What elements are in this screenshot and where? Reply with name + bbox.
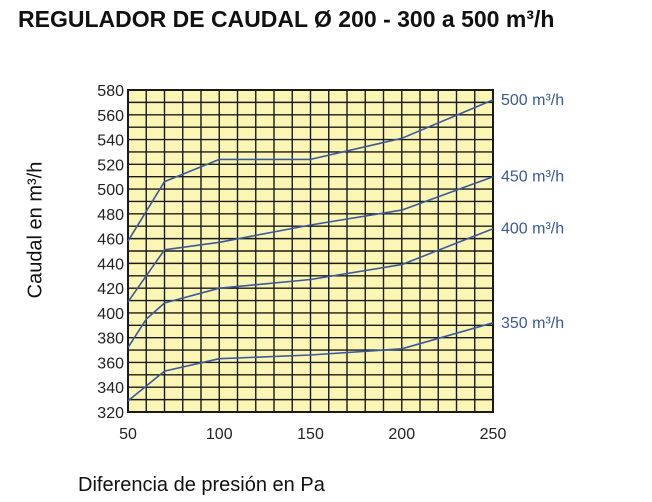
series-line: [127, 227, 494, 349]
y-tick-label: 400: [97, 306, 124, 323]
x-tick-label: 250: [480, 426, 507, 443]
x-tick-label: 50: [119, 426, 137, 443]
series-label: 500 m³/h: [501, 92, 564, 109]
series-label: 350 m³/h: [501, 315, 564, 332]
series-label: 450 m³/h: [501, 169, 564, 186]
y-tick-label: 320: [97, 405, 124, 422]
chart-title: REGULADOR DE CAUDAL Ø 200 - 300 a 500 m³…: [18, 6, 555, 32]
plot-frame: [127, 89, 494, 413]
x-tick-label: 100: [206, 426, 233, 443]
y-tick-label: 460: [97, 232, 124, 249]
series-line: [127, 175, 494, 303]
series-label: 400 m³/h: [501, 221, 564, 238]
y-tick-label: 420: [97, 281, 124, 298]
y-tick-label: 500: [97, 182, 124, 199]
y-tick-label: 340: [97, 380, 124, 397]
y-tick-label: 560: [97, 108, 124, 125]
y-tick-label: 360: [97, 355, 124, 372]
series-lines: [127, 99, 494, 402]
series-line: [127, 99, 494, 242]
x-axis-label: Diferencia de presión en Pa: [78, 474, 325, 496]
x-tick-label: 200: [388, 426, 415, 443]
y-tick-label: 540: [97, 133, 124, 150]
x-tick-label: 150: [297, 426, 324, 443]
y-tick-label: 480: [97, 207, 124, 224]
x-tick-labels: 50 100 150 200 250: [119, 426, 506, 443]
y-tick-label: 380: [97, 331, 124, 348]
series-line: [127, 322, 494, 402]
y-tick-labels: 320 340 360 380 400 420 440 460 480 500 520 540 560 5…: [97, 83, 124, 422]
y-tick-label: 520: [97, 157, 124, 174]
y-tick-label: 580: [97, 83, 124, 100]
series-labels: 500 m³/h 450 m³/h 400 m³/h 350 m³/h: [501, 92, 564, 332]
y-tick-label: 440: [97, 256, 124, 273]
